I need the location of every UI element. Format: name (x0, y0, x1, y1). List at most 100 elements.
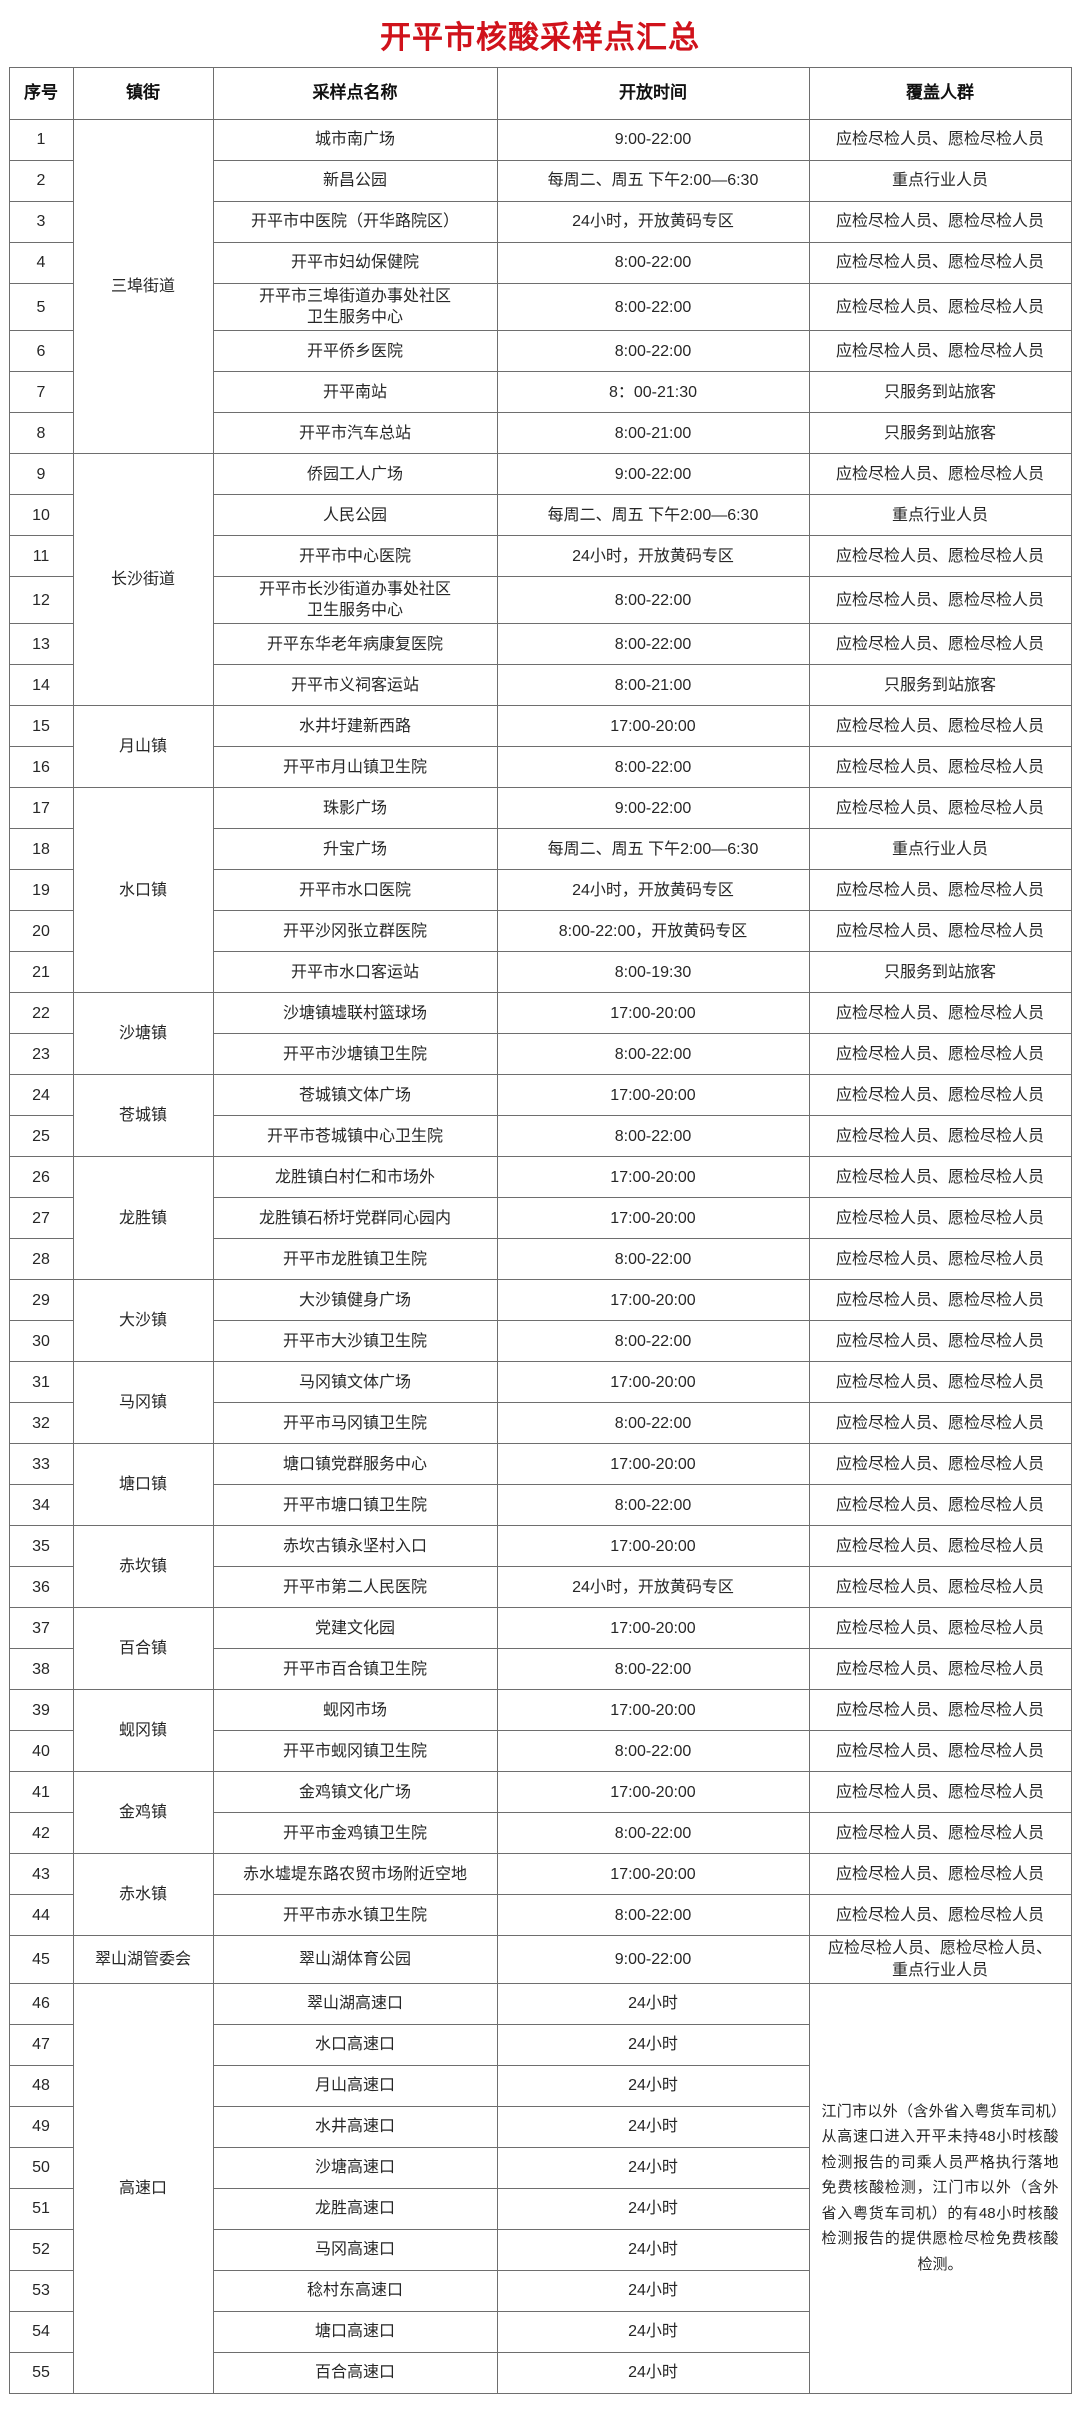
row-number-cell: 31 (8, 1361, 74, 1404)
table-row: 22 沙塘镇 沙塘镇墟联村篮球场 17:00-20:00 应检尽检人员、愿检尽检人员 (8, 992, 1072, 1076)
row-number-cell: 6 (8, 330, 74, 373)
site-name-cell: 开平市汽车总站 (212, 412, 498, 455)
open-time-cell: 24小时 (496, 2064, 810, 2107)
site-name-cell: 苍城镇文体广场 (212, 1074, 498, 1117)
table-row: 36 开平市第二人民医院 24小时，开放黄码专区 应检尽检人员、愿检尽检人员 (8, 1566, 1072, 1609)
site-name-cell: 水井高速口 (212, 2105, 498, 2148)
coverage-cell: 应检尽检人员、愿检尽检人员 (808, 910, 1072, 953)
coverage-cell: 应检尽检人员、愿检尽检人员 (808, 453, 1072, 496)
coverage-cell: 应检尽检人员、愿检尽检人员 (808, 1279, 1072, 1322)
coverage-cell: 应检尽检人员、愿检尽检人员 (808, 1320, 1072, 1363)
site-name-cell: 翠山湖体育公园 (212, 1935, 498, 1984)
coverage-cell: 应检尽检人员、愿检尽检人员 (808, 1402, 1072, 1445)
coverage-cell: 重点行业人员 (808, 160, 1072, 202)
row-number-cell: 24 (8, 1074, 74, 1117)
table-header-row: 序号 镇街 采样点名称 开放时间 覆盖人群 (8, 67, 1072, 120)
table-row: 52 马冈高速口 24小时 (8, 2228, 1071, 2271)
open-time-cell: 17:00-20:00 (496, 1443, 810, 1486)
town-cell: 百合镇 (72, 1607, 214, 1691)
table-row: 27 龙胜镇石桥圩党群同心园内 17:00-20:00 应检尽检人员、愿检尽检人员 (8, 1197, 1072, 1240)
table-row: 14 开平市义祠客运站 8:00-21:00 只服务到站旅客 (8, 664, 1072, 707)
row-number-cell: 7 (8, 371, 74, 414)
town-cell: 长沙街道 (72, 453, 214, 707)
coverage-cell: 应检尽检人员、愿检尽检人员 (808, 1648, 1072, 1691)
coverage-cell: 应检尽检人员、愿检尽检人员 (808, 1033, 1072, 1076)
coverage-cell: 应检尽检人员、愿检尽检人员 (808, 1730, 1072, 1773)
open-time-cell: 8:00-22:00 (496, 1730, 810, 1773)
coverage-cell: 应检尽检人员、愿检尽检人员 (808, 1525, 1072, 1568)
site-name-cell: 开平市月山镇卫生院 (212, 746, 498, 789)
open-time-cell: 24小时，开放黄码专区 (496, 1566, 810, 1609)
town-cell: 龙胜镇 (72, 1156, 214, 1281)
table-row: 53 稔村东高速口 24小时 (8, 2269, 1071, 2312)
site-name-cell: 珠影广场 (212, 787, 498, 830)
coverage-cell: 应检尽检人员、愿检尽检人员 (808, 1115, 1072, 1158)
table-row: 13 开平东华老年病康复医院 8:00-22:00 应检尽检人员、愿检尽检人员 (8, 623, 1072, 666)
row-number-cell: 21 (8, 951, 74, 994)
table-body: 1 三埠街道 城市南广场 9:00-22:00 应检尽检人员、愿检尽检人员 2 新昌公园 每周… (8, 118, 1072, 2394)
coverage-cell: 应检尽检人员、愿检尽检人员 (808, 330, 1072, 373)
row-number-cell: 49 (8, 2105, 74, 2148)
open-time-cell: 24小时 (496, 2351, 810, 2394)
coverage-cell: 应检尽检人员、愿检尽检人员 (808, 869, 1072, 912)
row-number-cell: 28 (8, 1238, 74, 1281)
open-time-cell: 9:00-22:00 (496, 1935, 810, 1984)
table-row: 4 开平市妇幼保健院 8:00-22:00 应检尽检人员、愿检尽检人员 (8, 242, 1072, 284)
coverage-cell: 应检尽检人员、愿检尽检人员 (808, 705, 1072, 748)
open-time-cell: 17:00-20:00 (496, 1607, 810, 1650)
row-number-cell: 14 (8, 664, 74, 707)
row-number-cell: 27 (8, 1197, 74, 1240)
site-name-cell: 塘口高速口 (212, 2310, 498, 2353)
site-name-cell: 百合高速口 (212, 2351, 498, 2394)
row-number-cell: 37 (8, 1607, 74, 1650)
table-row: 11 开平市中心医院 24小时，开放黄码专区 应检尽检人员、愿检尽检人员 (8, 535, 1072, 578)
site-name-cell: 开平市中心医院 (212, 535, 498, 578)
row-number-cell: 10 (8, 494, 74, 537)
town-cell: 高速口 (72, 1982, 214, 2394)
open-time-cell: 8:00-22:00 (496, 746, 810, 789)
table-row: 19 开平市水口医院 24小时，开放黄码专区 应检尽检人员、愿检尽检人员 (8, 869, 1072, 912)
open-time-cell: 8:00-22:00 (496, 1894, 810, 1937)
coverage-cell: 应检尽检人员、愿检尽检人员 (808, 1156, 1072, 1199)
coverage-cell: 只服务到站旅客 (808, 951, 1072, 994)
row-number-cell: 44 (8, 1894, 74, 1937)
site-name-cell: 人民公园 (212, 494, 498, 537)
highway-note-cell: 江门市以外（含外省入粤货车司机）从高速口进入开平未持48小时核酸检测报告的司乘人… (808, 1982, 1072, 2394)
coverage-cell: 应检尽检人员、愿检尽检人员 (808, 119, 1072, 161)
row-number-cell: 52 (8, 2228, 74, 2271)
row-number-cell: 5 (8, 282, 74, 332)
site-name-cell: 马冈高速口 (212, 2228, 498, 2271)
table-row: 44 开平市赤水镇卫生院 8:00-22:00 应检尽检人员、愿检尽检人员 (8, 1894, 1072, 1937)
table-row: 46 高速口 翠山湖高速口 24小时 江门市以外（含外省入粤货车司机）从高速口进入开平未… (8, 1982, 1072, 2394)
town-cell: 赤坎镇 (72, 1525, 214, 1609)
header-open-time: 开放时间 (496, 67, 810, 120)
open-time-cell: 17:00-20:00 (496, 1771, 810, 1814)
coverage-cell: 应检尽检人员、愿检尽检人员 (808, 1812, 1072, 1855)
table-row: 23 开平市沙塘镇卫生院 8:00-22:00 应检尽检人员、愿检尽检人员 (8, 1033, 1072, 1076)
table-row: 29 大沙镇 大沙镇健身广场 17:00-20:00 应检尽检人员、愿检尽检人员 (8, 1279, 1072, 1363)
row-number-cell: 51 (8, 2187, 74, 2230)
row-number-cell: 26 (8, 1156, 74, 1199)
site-name-cell: 新昌公园 (212, 160, 498, 202)
site-name-cell: 开平市苍城镇中心卫生院 (212, 1115, 498, 1158)
row-number-cell: 45 (8, 1935, 74, 1984)
table-row: 16 开平市月山镇卫生院 8:00-22:00 应检尽检人员、愿检尽检人员 (8, 746, 1072, 789)
site-name-cell: 开平市第二人民医院 (212, 1566, 498, 1609)
open-time-cell: 17:00-20:00 (496, 1525, 810, 1568)
site-name-cell: 翠山湖高速口 (212, 1982, 498, 2025)
site-name-cell: 开平市金鸡镇卫生院 (212, 1812, 498, 1855)
town-cell: 苍城镇 (72, 1074, 214, 1158)
open-time-cell: 8:00-22:00 (496, 1115, 810, 1158)
open-time-cell: 24小时，开放黄码专区 (496, 535, 810, 578)
site-name-cell: 开平侨乡医院 (212, 330, 498, 373)
site-name-cell: 塘口镇党群服务中心 (212, 1443, 498, 1486)
row-number-cell: 13 (8, 623, 74, 666)
row-number-cell: 54 (8, 2310, 74, 2353)
site-name-cell: 开平市义祠客运站 (212, 664, 498, 707)
open-time-cell: 9:00-22:00 (496, 119, 810, 161)
coverage-cell: 应检尽检人员、愿检尽检人员 (808, 282, 1072, 332)
table-row: 21 开平市水口客运站 8:00-19:30 只服务到站旅客 (8, 951, 1072, 994)
coverage-cell: 重点行业人员 (808, 828, 1072, 871)
site-name-cell: 龙胜镇白村仁和市场外 (212, 1156, 498, 1199)
page-title: 开平市核酸采样点汇总 (380, 20, 700, 55)
